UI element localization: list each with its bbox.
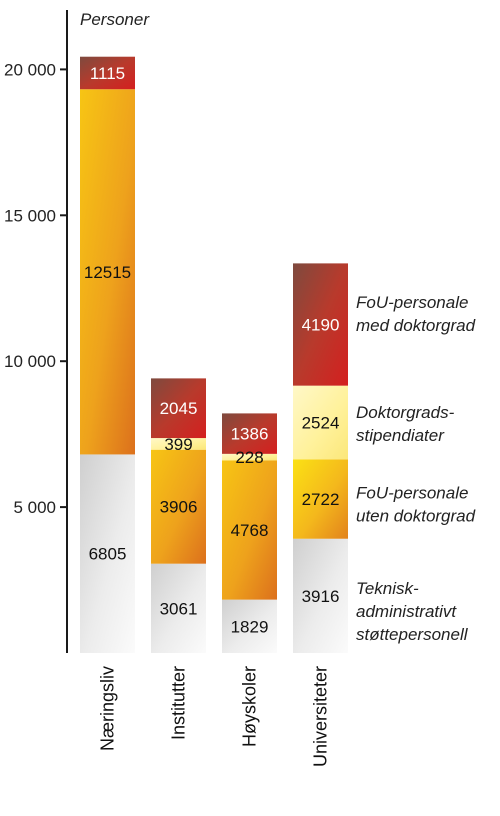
category-label: Institutter [169,666,189,740]
bar-segment [151,438,206,450]
legend-entry-text: FoU-personale [356,293,468,312]
bar-segment [151,378,206,439]
bar-segment [151,563,206,653]
bar-segment [222,453,277,461]
y-axis-title: Personer [80,10,150,29]
bar-value-label: 1829 [231,617,269,636]
bar-value-label: 12515 [84,263,131,282]
legend-entry-text: FoU-personale [356,484,468,503]
bar-value-label: 228 [235,448,263,467]
bar-segment [293,459,348,539]
bar-segment [80,56,135,90]
bar-segment [80,454,135,653]
bar-value-label: 1115 [90,64,125,83]
bar-value-label: 2045 [160,399,198,418]
bar-value-label: 3061 [160,599,198,618]
bar-value-label: 6805 [89,545,127,564]
bar-segment [293,538,348,653]
bar-segment [293,385,348,460]
bar-segment [222,460,277,600]
y-tick-label: 10 000 [4,352,56,371]
bar-value-label: 3916 [302,587,340,606]
legend-entry-text: støttepersonell [356,625,469,644]
bar-segment [222,413,277,454]
legend-entry-text: stipendiater [356,426,445,445]
bar-value-label: 1386 [231,425,269,444]
category-label: Universiteter [311,666,331,767]
category-label: Høyskoler [240,666,260,747]
bar-value-label: 4768 [231,521,269,540]
bar-value-label: 3906 [160,498,198,517]
y-tick-label: 15 000 [4,206,56,225]
bar-segment [293,263,348,386]
legend-entry-text: med doktorgrad [356,316,476,335]
bar-segment [222,599,277,653]
bar-value-label: 4190 [302,316,340,335]
legend-entry-text: Teknisk- [356,579,419,598]
legend-entry-text: administrativt [356,602,457,621]
y-tick-label: 20 000 [4,60,56,79]
bar-value-label: 2722 [302,490,340,509]
legend-entry-text: Doktorgrads- [356,403,455,422]
bar-value-label: 399 [164,435,192,454]
legend-entry-text: uten doktorgrad [356,507,476,526]
bar-segment [151,449,206,564]
category-label: Næringsliv [98,666,118,751]
bar-value-label: 2524 [302,413,340,432]
bar-segment [80,89,135,455]
y-tick-label: 5 000 [13,498,56,517]
